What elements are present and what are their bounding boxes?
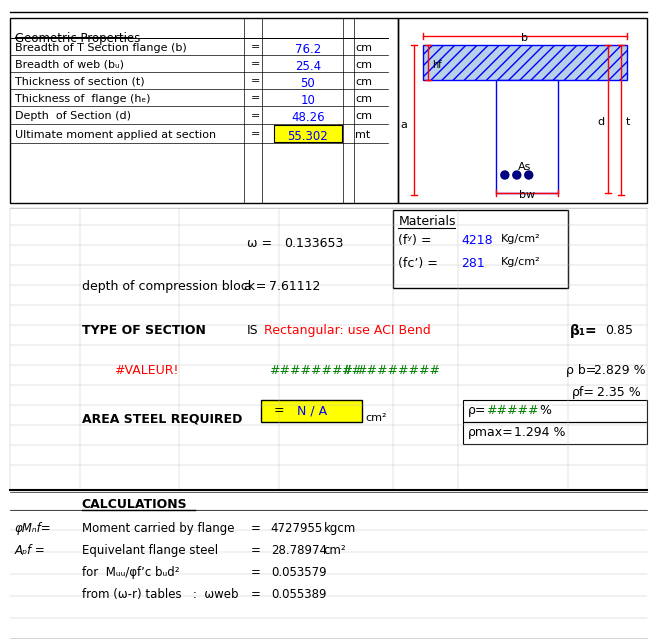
Text: =: = bbox=[251, 111, 260, 121]
Text: cm: cm bbox=[356, 94, 372, 103]
Text: 1.294 %: 1.294 % bbox=[514, 426, 566, 439]
Bar bbox=[274, 125, 341, 142]
Text: #####: ##### bbox=[486, 404, 539, 417]
Text: =: = bbox=[251, 588, 261, 601]
Text: cm²: cm² bbox=[323, 544, 346, 557]
Text: =: = bbox=[251, 76, 260, 87]
Text: hf: hf bbox=[432, 60, 442, 70]
Text: φMₙf=: φMₙf= bbox=[15, 522, 51, 535]
Bar bbox=[423, 45, 627, 80]
Text: (fʸ) =: (fʸ) = bbox=[398, 234, 432, 247]
Text: cm: cm bbox=[356, 42, 372, 53]
Text: 55.302: 55.302 bbox=[287, 129, 328, 142]
Text: 28.78974: 28.78974 bbox=[271, 544, 327, 557]
Bar bbox=[463, 422, 647, 444]
Bar bbox=[261, 400, 362, 422]
Text: ########: ######## bbox=[356, 364, 440, 377]
Text: Ultimate moment applied at section: Ultimate moment applied at section bbox=[15, 129, 216, 140]
Bar bbox=[496, 80, 558, 193]
Text: N / A: N / A bbox=[296, 404, 327, 417]
Text: cm²: cm² bbox=[366, 413, 387, 423]
Text: 4218: 4218 bbox=[461, 234, 492, 247]
Text: bw: bw bbox=[519, 190, 535, 200]
Text: 76.2: 76.2 bbox=[294, 42, 321, 56]
Text: a: a bbox=[401, 120, 408, 130]
Text: depth of compression block: depth of compression block bbox=[82, 280, 255, 293]
Text: kgcm: kgcm bbox=[323, 522, 356, 535]
Bar bbox=[463, 400, 647, 422]
Text: 7.61112: 7.61112 bbox=[269, 280, 320, 293]
Text: Rectangular: use ACI Bend: Rectangular: use ACI Bend bbox=[264, 324, 430, 337]
Text: 25.4: 25.4 bbox=[294, 60, 321, 72]
Text: Geometric Properties: Geometric Properties bbox=[15, 32, 141, 45]
Text: Materials: Materials bbox=[398, 215, 456, 228]
Text: 2.829 %: 2.829 % bbox=[595, 364, 646, 377]
Text: 281: 281 bbox=[461, 257, 485, 270]
Text: ##: ## bbox=[341, 364, 362, 377]
Text: AREA STEEL REQUIRED: AREA STEEL REQUIRED bbox=[82, 413, 242, 426]
Text: Thickness of section (t): Thickness of section (t) bbox=[15, 76, 145, 87]
Text: As: As bbox=[518, 162, 531, 172]
Text: 0.053579: 0.053579 bbox=[271, 566, 327, 579]
Text: ρ=: ρ= bbox=[468, 404, 486, 417]
Text: =: = bbox=[251, 566, 261, 579]
Text: =: = bbox=[251, 544, 261, 557]
Text: (fcʼ) =: (fcʼ) = bbox=[398, 257, 438, 270]
Text: Kg/cm²: Kg/cm² bbox=[501, 234, 541, 244]
Text: TYPE OF SECTION: TYPE OF SECTION bbox=[82, 324, 205, 337]
Circle shape bbox=[501, 171, 509, 179]
Text: 0.055389: 0.055389 bbox=[271, 588, 326, 601]
Text: for  Mᵤᵤ/φfʼc bᵤd²: for Mᵤᵤ/φfʼc bᵤd² bbox=[82, 566, 179, 579]
Text: Equivelant flange steel: Equivelant flange steel bbox=[82, 544, 218, 557]
Circle shape bbox=[513, 171, 521, 179]
Text: Depth  of Section (d): Depth of Section (d) bbox=[15, 111, 131, 121]
Text: Kg/cm²: Kg/cm² bbox=[501, 257, 541, 267]
Text: mt: mt bbox=[356, 129, 371, 140]
Bar bbox=[398, 18, 647, 203]
Text: d: d bbox=[597, 117, 605, 127]
Text: =: = bbox=[251, 129, 260, 140]
Bar bbox=[10, 18, 398, 203]
Text: Breadth of web (bᵤ): Breadth of web (bᵤ) bbox=[15, 60, 124, 69]
Text: =: = bbox=[251, 42, 260, 53]
Text: =: = bbox=[251, 60, 260, 69]
Text: 48.26: 48.26 bbox=[291, 111, 325, 124]
Text: 0.85: 0.85 bbox=[605, 324, 634, 337]
Text: ρf=: ρf= bbox=[572, 386, 595, 399]
Text: Moment carried by flange: Moment carried by flange bbox=[82, 522, 234, 535]
Text: ρmax=: ρmax= bbox=[468, 426, 513, 439]
Text: =: = bbox=[251, 522, 261, 535]
Text: %: % bbox=[540, 404, 552, 417]
Text: ω =: ω = bbox=[247, 237, 272, 250]
Text: a =: a = bbox=[244, 280, 267, 293]
Text: Aₚf =: Aₚf = bbox=[15, 544, 46, 557]
Text: b: b bbox=[521, 33, 528, 43]
Text: 4727955: 4727955 bbox=[271, 522, 323, 535]
Circle shape bbox=[525, 171, 533, 179]
Text: cm: cm bbox=[356, 60, 372, 69]
Text: 50: 50 bbox=[300, 76, 315, 90]
Text: ########: ######## bbox=[269, 364, 353, 377]
Text: CALCULATIONS: CALCULATIONS bbox=[82, 498, 187, 511]
Bar bbox=[393, 210, 568, 288]
Text: =: = bbox=[251, 94, 260, 103]
Text: cm: cm bbox=[356, 76, 372, 87]
Text: β₁=: β₁= bbox=[570, 324, 597, 338]
Text: 10: 10 bbox=[300, 94, 315, 106]
Text: ρ b=: ρ b= bbox=[566, 364, 596, 377]
Text: cm: cm bbox=[356, 111, 372, 121]
Text: =: = bbox=[274, 404, 284, 417]
Text: IS: IS bbox=[247, 324, 259, 337]
Text: #VALEUR!: #VALEUR! bbox=[115, 364, 179, 377]
Text: 0.133653: 0.133653 bbox=[284, 237, 343, 250]
Text: 2.35 %: 2.35 % bbox=[597, 386, 642, 399]
Text: Breadth of T Section flange (b): Breadth of T Section flange (b) bbox=[15, 42, 187, 53]
Text: Thickness of  flange (hₑ): Thickness of flange (hₑ) bbox=[15, 94, 150, 103]
Text: from (ω-r) tables   :  ωweb: from (ω-r) tables : ωweb bbox=[82, 588, 238, 601]
Text: t: t bbox=[625, 117, 630, 127]
